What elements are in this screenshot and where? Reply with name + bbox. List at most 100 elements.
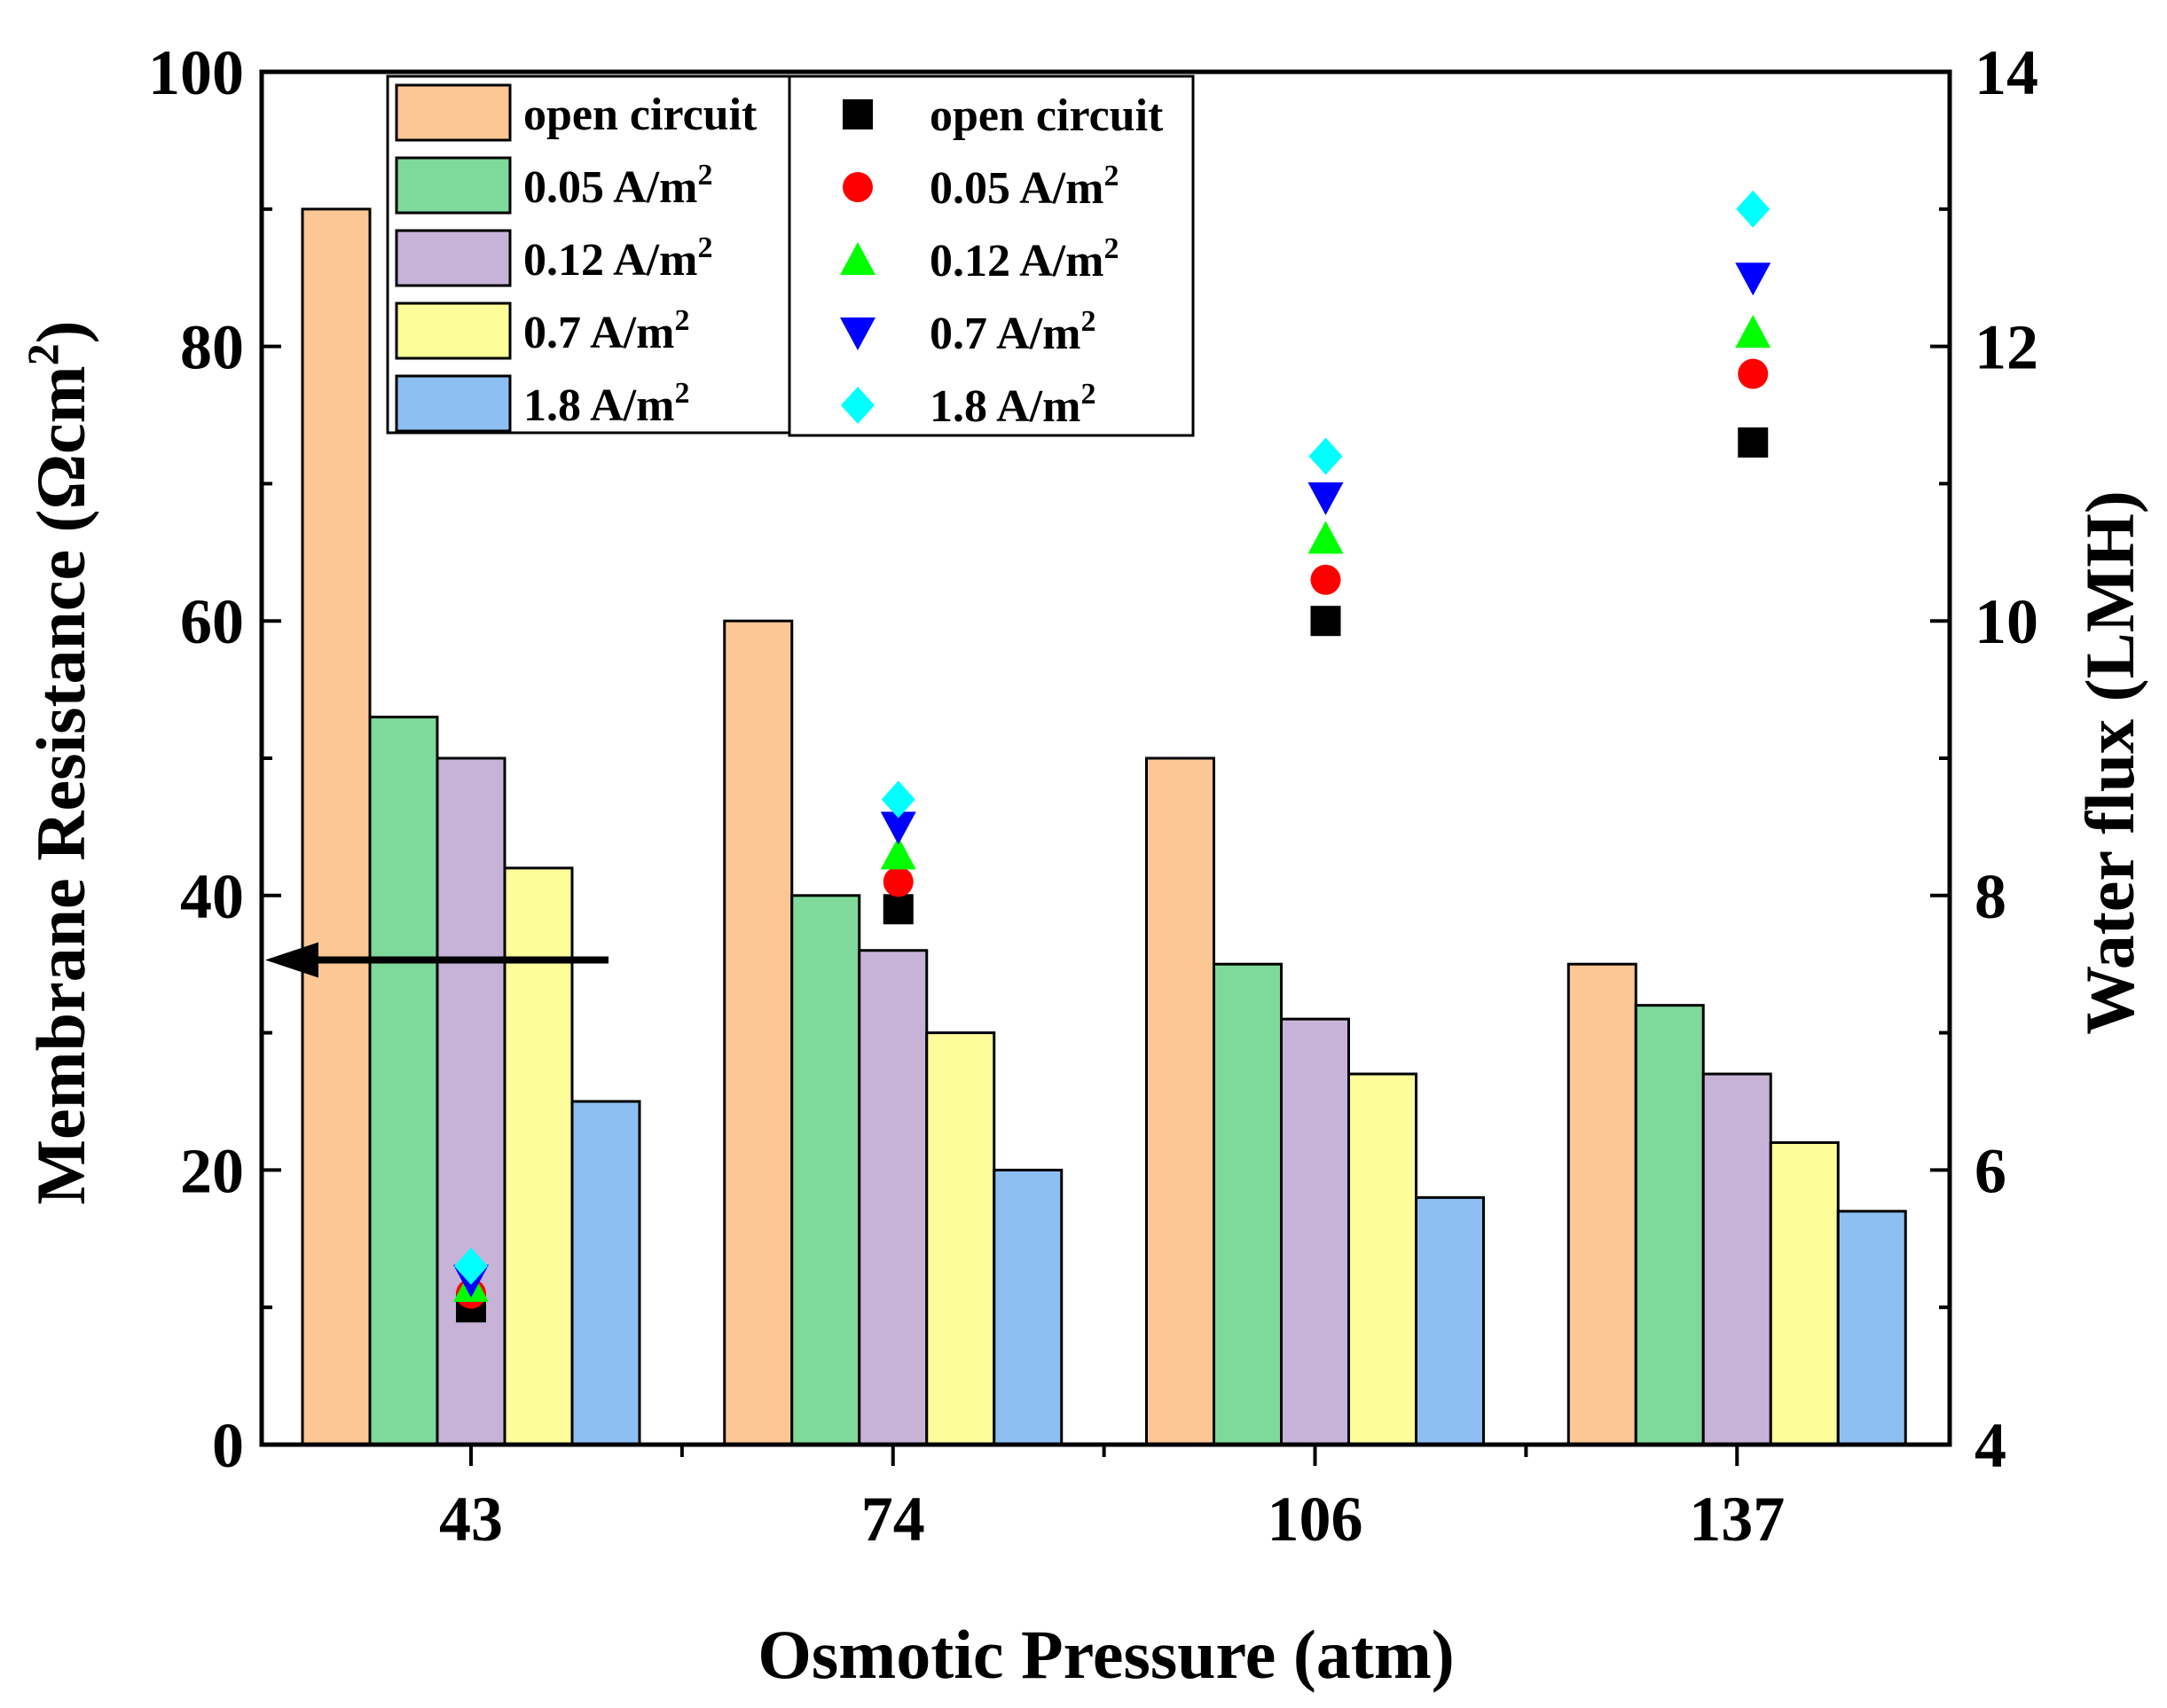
bar-legend-label-text: 1.8 A/m [523,380,674,431]
y-tick-label: 20 [180,1135,244,1206]
point-137-series-1 [1738,358,1769,389]
point-74-series-3 [880,811,916,845]
annotation-arrow-head [265,942,318,978]
point-legend-label: 0.05 A/m2 [930,160,1119,214]
point-137-series-3 [1735,262,1771,296]
bar-106-series-3 [1347,1072,1417,1446]
y-tick-label: 0 [212,1410,244,1481]
point-legend-marker [841,387,875,424]
bar-43-series-4 [570,1100,641,1446]
x-axis-title: Osmotic Pressure (atm) [758,1616,1455,1693]
bar-106-series-4 [1415,1195,1485,1446]
point-legend-label: 0.7 A/m2 [930,305,1095,359]
bar-legend-swatch [395,83,512,142]
point-legend-label-superscript: 2 [1080,378,1095,411]
y2-tick-label: 12 [1975,312,2038,383]
y2-tick-label: 8 [1975,861,2006,932]
y-axis-title: Membrane Resistance (Ωcm2) [18,320,99,1204]
point-106-series-0 [1310,606,1341,637]
bar-137-series-0 [1566,962,1637,1446]
point-137-series-2 [1735,315,1771,349]
point-106-series-1 [1310,564,1341,595]
y-tick-label: 100 [148,37,244,108]
point-43-series-4 [454,1247,488,1285]
point-106-series-2 [1307,521,1344,554]
point-legend-label-text: open circuit [930,90,1164,141]
points-layer [453,190,1771,1323]
bar-43-series-3 [503,866,574,1446]
x-tick-label: 74 [861,1484,925,1555]
point-legend-label-text: 0.12 A/m [930,236,1103,286]
bar-137-series-1 [1634,1004,1705,1446]
point-106-series-3 [1307,482,1344,515]
bar-legend-label-text: 0.7 A/m [523,308,674,358]
y-axis-title-main: Membrane Resistance (Ωcm [22,365,99,1204]
y2-tick-label: 14 [1975,37,2038,108]
bar-legend-label-text: open circuit [523,90,758,140]
point-74-series-4 [881,780,915,819]
bar-74-series-4 [993,1168,1064,1446]
y2-tick-label: 4 [1975,1410,2006,1481]
bar-legend-swatch [395,374,512,433]
point-legend-label-text: 0.05 A/m [930,163,1103,214]
point-legend-label: 0.12 A/m2 [930,232,1119,286]
bar-legend-label: 0.05 A/m2 [523,159,712,213]
y-axis-title-close: ) [22,320,99,343]
bar-legend-swatch [395,302,512,360]
bar-106-series-1 [1213,962,1283,1446]
point-legend-label-superscript: 2 [1080,305,1095,338]
x-tick-label: 106 [1268,1484,1363,1555]
point-legend-marker [840,317,875,350]
bar-legend-label-superscript: 2 [674,304,689,337]
bar-137-series-4 [1836,1210,1907,1446]
bar-legend-label-superscript: 2 [697,231,712,264]
point-legend-label: open circuit [930,90,1164,141]
bar-106-series-2 [1280,1017,1350,1446]
point-legend-marker [843,99,873,129]
bar-legend-label: 1.8 A/m2 [523,377,689,431]
bar-legend-swatch [395,156,512,215]
bars-layer [301,208,1907,1446]
x-tick-label: 43 [439,1484,503,1555]
point-74-series-1 [883,866,914,897]
bar-106-series-0 [1145,756,1215,1446]
point-74-series-2 [880,836,916,870]
bar-legend-swatch [395,229,512,287]
point-legend-marker [843,172,873,202]
y2-tick-label: 6 [1975,1135,2006,1206]
bar-74-series-1 [790,894,861,1446]
bar-legend-label-superscript: 2 [697,159,712,192]
point-legend-label: 1.8 A/m2 [930,378,1095,432]
bar-43-series-0 [301,208,372,1446]
bar-legend-label: 0.7 A/m2 [523,304,689,358]
bar-43-series-2 [436,756,506,1446]
bar-legend-label-superscript: 2 [674,377,689,410]
axes-layer: 0 20 40 60 80 100 4 6 8 10 12 14 43 74 106 137 [148,37,2038,1555]
bar-legend-label-text: 0.05 A/m [523,162,697,213]
bar-137-series-2 [1701,1072,1772,1446]
bar-43-series-1 [368,716,439,1446]
y-tick-label: 40 [180,861,244,932]
bar-legend-label-text: 0.12 A/m [523,235,697,286]
y-tick-label: 80 [180,312,244,383]
bar-137-series-3 [1769,1140,1840,1446]
bar-74-series-0 [723,619,794,1446]
bar-74-series-3 [925,1031,996,1446]
point-legend-label-text: 0.7 A/m [930,309,1080,359]
point-legend-label-superscript: 2 [1103,160,1119,192]
point-106-series-4 [1308,437,1343,475]
point-137-series-0 [1738,427,1769,458]
y2-tick-label: 10 [1975,586,2038,657]
bar-legend-label: open circuit [523,90,758,140]
x-tick-label: 137 [1689,1484,1785,1555]
point-legend-label-superscript: 2 [1103,232,1119,265]
y2-axis-title: Water flux (LMH) [2071,490,2148,1035]
y-tick-label: 60 [180,586,244,657]
y-axis-title-superscript: 2 [18,343,67,365]
point-legend-marker [840,242,875,275]
point-74-series-0 [883,894,914,925]
bar-legend-label: 0.12 A/m2 [523,231,712,286]
point-137-series-4 [1736,190,1771,228]
